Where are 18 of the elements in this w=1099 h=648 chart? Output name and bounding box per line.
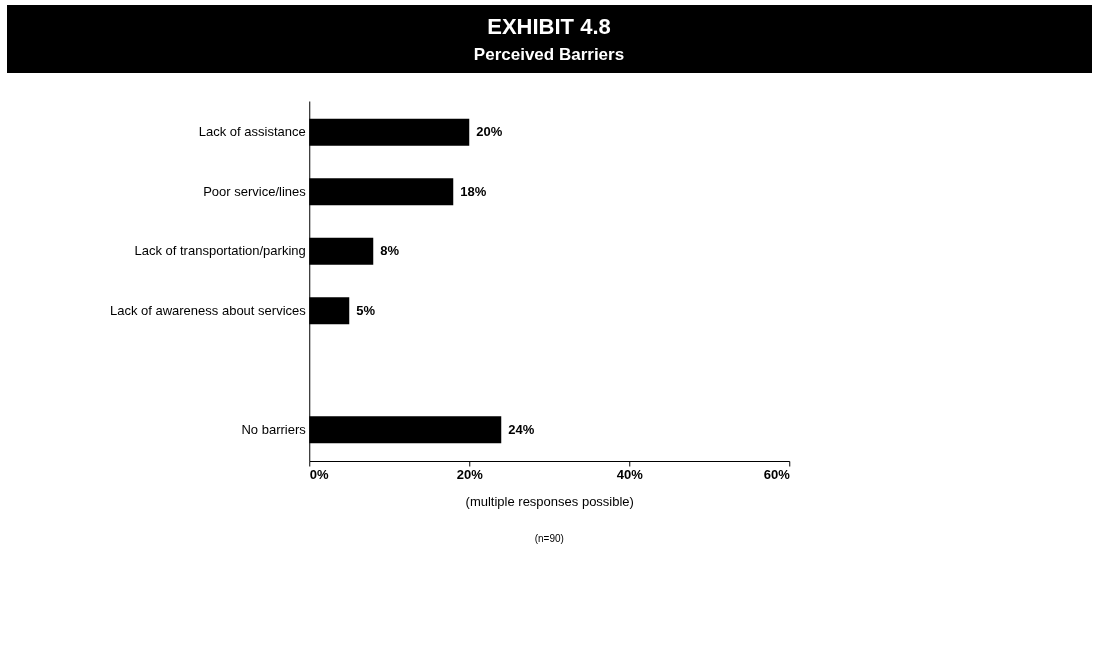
data-label: 5% [356,302,376,318]
data-label: 24% [508,421,535,437]
y-tick-label: No barriers [241,421,307,437]
x-axis-title: (multiple responses possible) [465,493,634,509]
y-tick-label: Poor service/lines [203,183,307,199]
data-label: 8% [380,243,400,259]
data-label: 20% [476,124,503,140]
y-tick-label: Lack of transportation/parking [134,243,306,259]
data-label: 18% [460,183,487,199]
x-tick-label: 40% [616,466,644,482]
chart-subtitle: Perceived Barriers [473,45,625,64]
x-tick-label: 20% [456,466,484,482]
x-tick-label: 0% [309,466,329,482]
x-tick-label: 60% [763,466,791,482]
y-tick-label: Lack of assistance [198,124,306,140]
text: (n=90) [534,533,564,544]
y-tick-label: Lack of awareness about services [109,302,307,318]
chart-title: EXHIBIT 4.8 [487,14,611,39]
